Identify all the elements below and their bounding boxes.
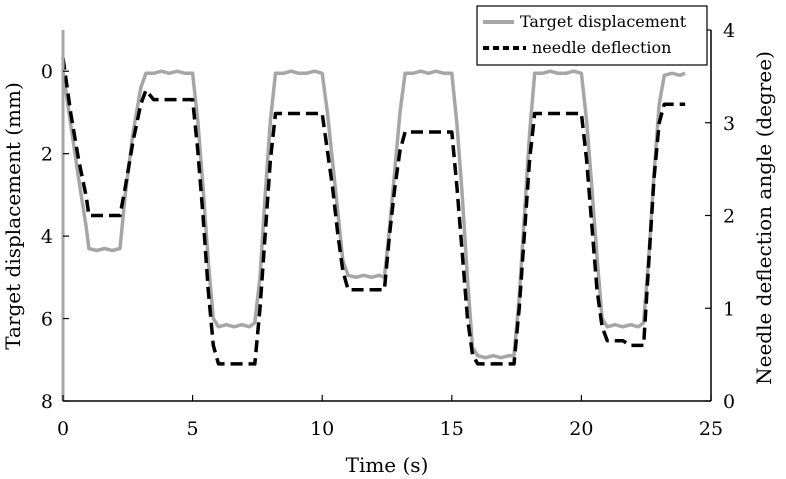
- x-tick-label: 25: [699, 418, 723, 440]
- series-line-target-displacement: [61, 69, 686, 360]
- legend-box: [476, 5, 708, 66]
- series-layer: [61, 57, 686, 366]
- y-left-tick-label: 6: [41, 309, 53, 331]
- x-tick-label: 5: [187, 418, 199, 440]
- y-left-tick-label: 0: [41, 61, 53, 83]
- legend: Target displacement needle deflection: [476, 5, 708, 66]
- y-left-axis-title: Target displacement (mm): [1, 82, 25, 350]
- y-right-tick-label: 3: [723, 113, 735, 135]
- y-right-tick-label: 4: [723, 20, 735, 42]
- y-right-axis-title: Needle deflection angle (degree): [752, 51, 776, 385]
- y-left-tick-label: 2: [41, 144, 53, 166]
- x-tick-label: 15: [440, 418, 464, 440]
- x-tick-label: 10: [310, 418, 334, 440]
- legend-label-target: Target displacement: [520, 12, 687, 31]
- x-ticks: 0 5 10 15 20 25: [57, 395, 723, 440]
- y-left-tick-label: 8: [41, 391, 53, 413]
- y-right-tick-label: 2: [723, 206, 735, 228]
- x-tick-label: 20: [569, 418, 593, 440]
- series-line-needle-deflection: [61, 57, 686, 366]
- y-left-ticks: 0 2 4 6 8: [41, 61, 69, 413]
- y-right-ticks: 0 1 2 3 4: [705, 20, 735, 413]
- x-tick-label: 0: [57, 418, 69, 440]
- x-axis-title: Time (s): [346, 453, 429, 477]
- legend-label-needle: needle deflection: [532, 38, 671, 57]
- y-right-tick-label: 0: [723, 391, 735, 413]
- y-right-tick-label: 1: [723, 298, 735, 320]
- y-left-tick-label: 4: [41, 226, 53, 248]
